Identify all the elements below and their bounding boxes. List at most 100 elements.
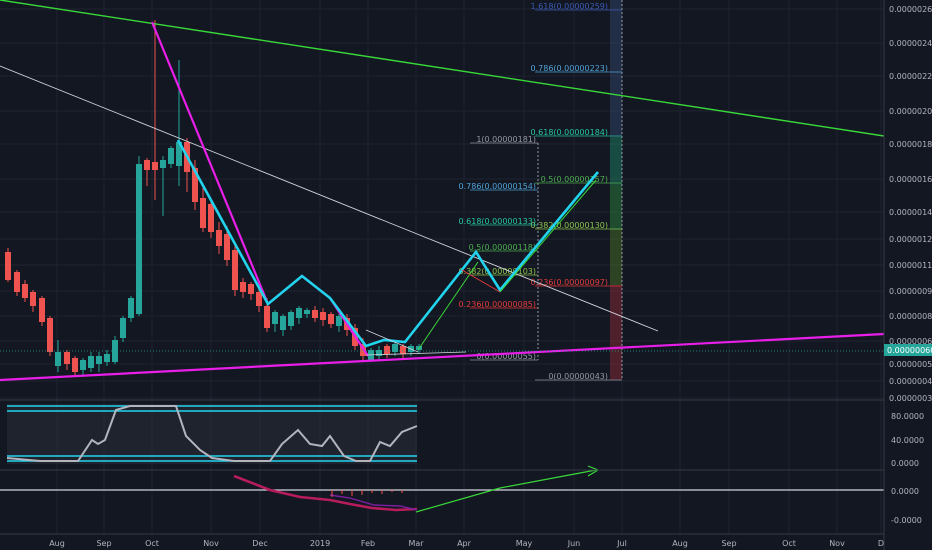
time-tick-label: Oct	[782, 539, 796, 548]
white-trend-line[interactable]	[0, 65, 659, 332]
cyan-projection-path[interactable]	[176, 139, 600, 348]
candle	[272, 310, 278, 332]
candle	[232, 244, 238, 296]
candle	[176, 60, 182, 186]
candle	[304, 308, 310, 318]
rsi-line	[6, 405, 418, 462]
fib-level-label: 1.618(0.00000259)	[531, 2, 609, 11]
candle	[288, 310, 294, 330]
candle	[328, 312, 334, 328]
fib-level-label: 0.786(0.00000223)	[531, 64, 609, 73]
fib-level-label: 0.5(0.00000157)	[541, 175, 608, 184]
time-tick-label: Apr	[457, 539, 472, 548]
rsi-band	[7, 404, 417, 464]
time-tick-label: Jun	[567, 539, 581, 548]
rsi-tick-label: 40.0000	[891, 436, 924, 445]
time-tick-label: Aug	[672, 539, 688, 548]
candle	[160, 156, 166, 216]
candle	[72, 356, 78, 376]
candle	[208, 200, 214, 238]
time-tick-label: Jul	[616, 539, 627, 548]
candle	[39, 296, 45, 326]
fib-level-label: 0.5(0.00000118)	[469, 243, 536, 252]
candle	[14, 270, 20, 296]
candle	[55, 340, 61, 372]
flag-bottom-line	[365, 351, 467, 356]
time-tick-label: Sep	[721, 539, 736, 548]
price-tick-label: 0.00000095	[889, 287, 932, 296]
candle	[96, 352, 102, 372]
rsi-tick-label: 0.0000	[891, 459, 919, 468]
candle	[248, 282, 254, 300]
fib-level-label: 0.618(0.00000133)	[459, 217, 537, 226]
candle	[376, 346, 382, 360]
candle	[152, 20, 158, 200]
candle	[256, 288, 262, 312]
candle	[240, 278, 246, 298]
candle	[88, 352, 94, 372]
time-tick-label: Oct	[145, 539, 159, 548]
time-tick-label: May	[516, 539, 533, 548]
time-axis: Aug Sep Oct Nov Dec 2019 Feb Mar Apr May Jun Jul Aug…	[0, 533, 884, 548]
green-resistance-line[interactable]	[0, 0, 885, 137]
fib-level-label: 0.382(0.00000103)	[459, 267, 537, 276]
candle	[47, 316, 53, 356]
candle	[336, 314, 342, 332]
fib-level-label: 0.382(0.00000130)	[531, 221, 609, 230]
candle	[144, 158, 150, 186]
macd-projection-arrow	[415, 469, 597, 513]
candle	[320, 308, 326, 326]
candle	[168, 146, 174, 168]
fib-large-box	[610, 0, 623, 380]
time-tick-label: Nov	[203, 539, 219, 548]
time-tick-label: Feb	[361, 539, 375, 548]
time-tick-label: Aug	[49, 539, 65, 548]
oscillator-axes: 80.0000 40.0000 0.0000 0.0000 -0.0000	[0, 399, 924, 525]
macd-tick-label: 0.0000	[891, 487, 919, 496]
candle	[224, 226, 230, 266]
trend-lines[interactable]	[0, 0, 885, 382]
fib-level-label: 0(0.00000043)	[548, 372, 608, 381]
macd-signal	[329, 494, 418, 511]
time-tick-label: Nov	[829, 539, 845, 548]
fib-level-label: 0.786(0.00000154)	[459, 182, 537, 191]
macd-tick-label: -0.0000	[891, 516, 922, 525]
fib-level-label: 1(0.00000181)	[476, 135, 536, 144]
fib-level-label: 0.236(0.00000097)	[531, 278, 609, 287]
candle	[136, 156, 142, 316]
candle	[280, 314, 286, 336]
green-projection-2	[499, 179, 597, 293]
fib-levels: 1.618(0.00000259) 0.786(0.00000223) 0.618(…	[459, 2, 622, 381]
price-tick-label: 0.00000065	[889, 337, 932, 346]
price-tick-label: 0.00000032	[889, 394, 932, 403]
candle	[312, 306, 318, 322]
candle	[128, 296, 134, 322]
time-tick-label: Dec	[252, 539, 267, 548]
candle	[296, 306, 302, 324]
candle	[216, 222, 222, 254]
price-tick-label: 0.00000125	[889, 235, 932, 244]
price-tick-label: 0.00000042	[889, 377, 932, 386]
candle	[30, 290, 36, 312]
candle	[112, 336, 118, 364]
candle	[5, 248, 11, 282]
rsi-tick-label: 80.0000	[891, 412, 924, 421]
rsi-panel	[6, 405, 418, 462]
candle	[120, 316, 126, 342]
magenta-support-line[interactable]	[0, 332, 885, 382]
macd-panel	[0, 465, 884, 513]
fib-level-label: 0.236(0.00000085)	[459, 300, 537, 309]
time-tick-label: D	[878, 539, 884, 548]
green-projection-1	[417, 261, 479, 351]
time-tick-label: 2019	[310, 539, 330, 548]
